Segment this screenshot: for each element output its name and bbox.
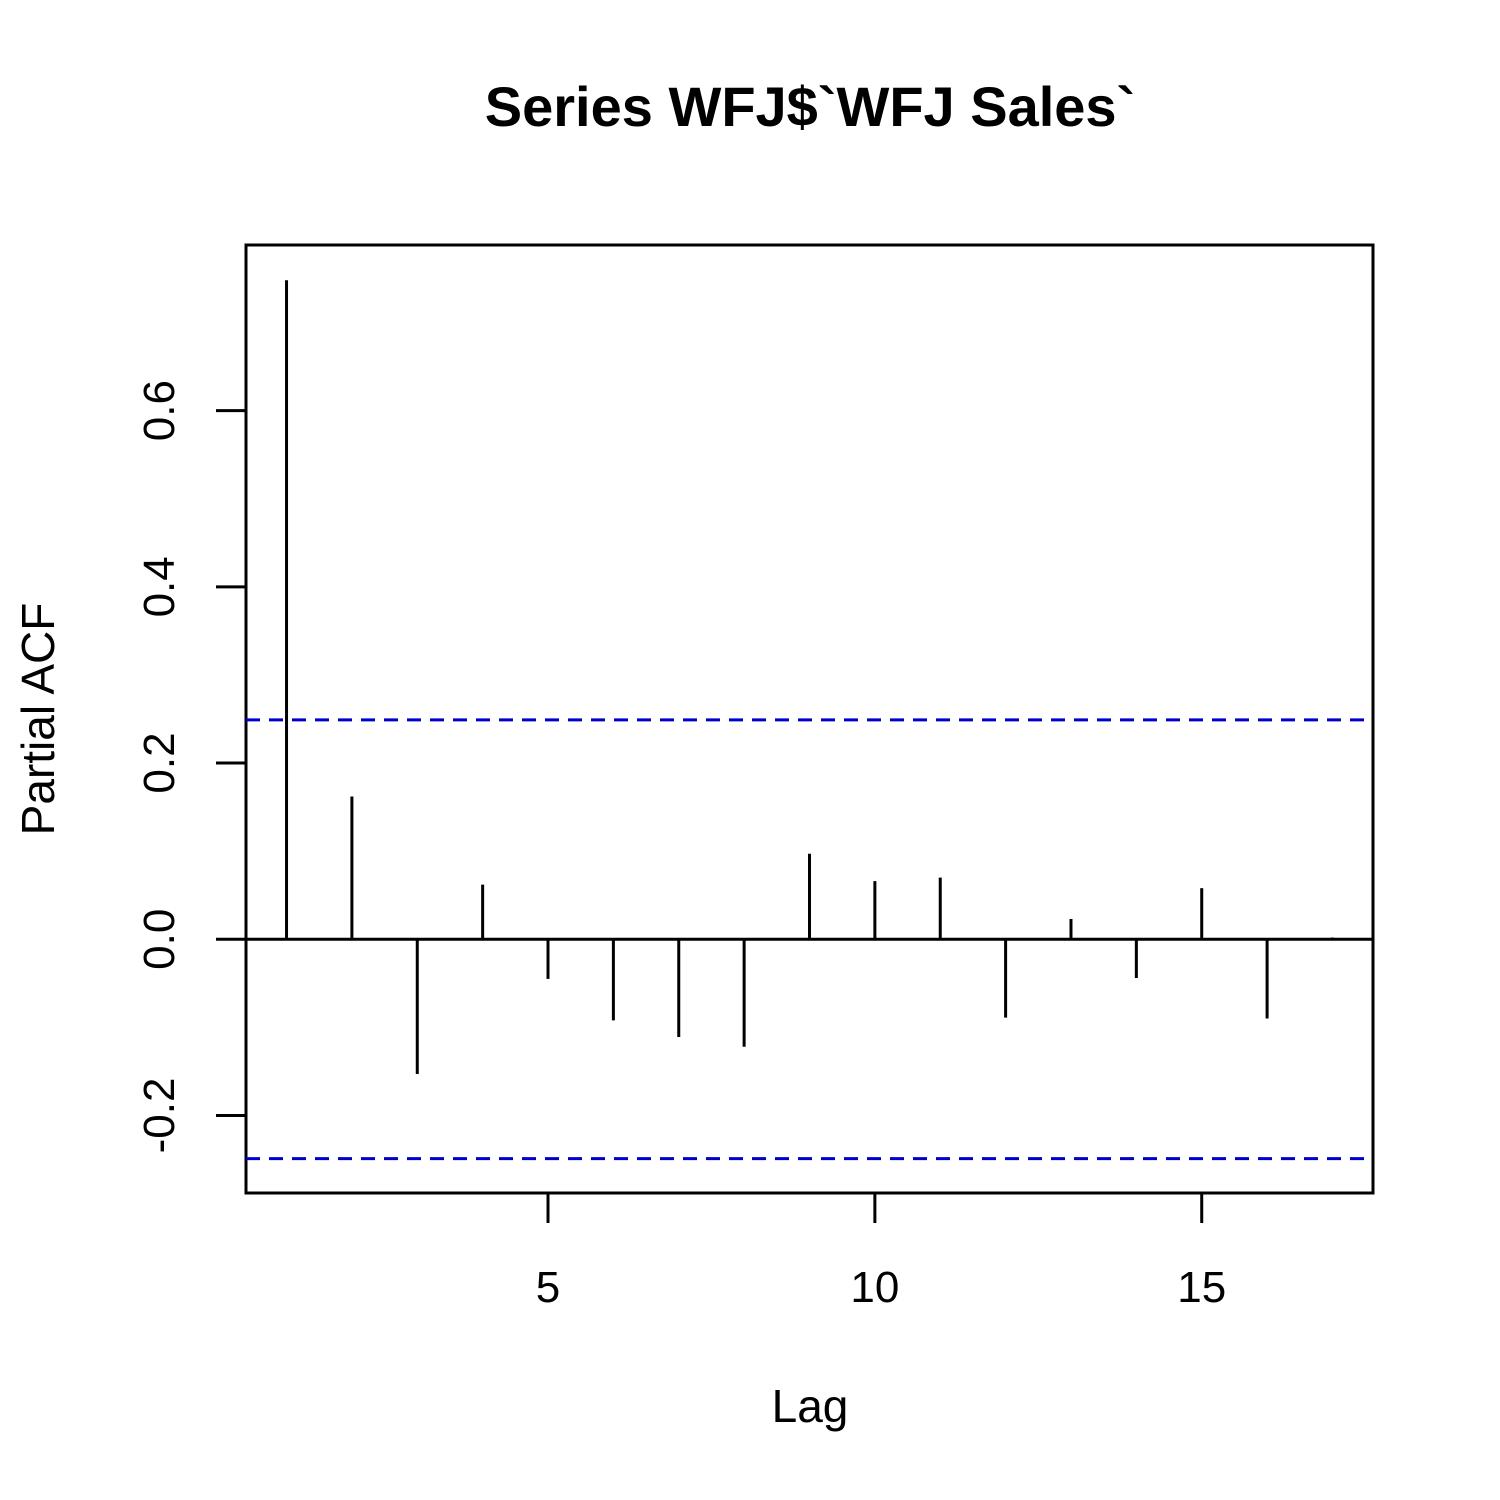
x-tick-label: 15 [1177,1263,1226,1312]
y-tick-label: 0.2 [135,732,184,793]
y-axis: -0.2 0.0 0.2 0.4 0.6 [135,380,246,1153]
y-axis-label: Partial ACF [12,603,64,836]
x-axis-label: Lag [772,1380,849,1432]
y-tick-label: 0.0 [135,909,184,970]
x-tick-label: 5 [536,1263,560,1312]
x-tick-label: 10 [850,1263,899,1312]
chart-title: Series WFJ$`WFJ Sales` [485,75,1135,138]
y-tick-label: 0.6 [135,380,184,441]
y-tick-label: -0.2 [135,1078,184,1154]
y-tick-label: 0.4 [135,556,184,617]
x-axis: 5 10 15 [536,1193,1226,1312]
